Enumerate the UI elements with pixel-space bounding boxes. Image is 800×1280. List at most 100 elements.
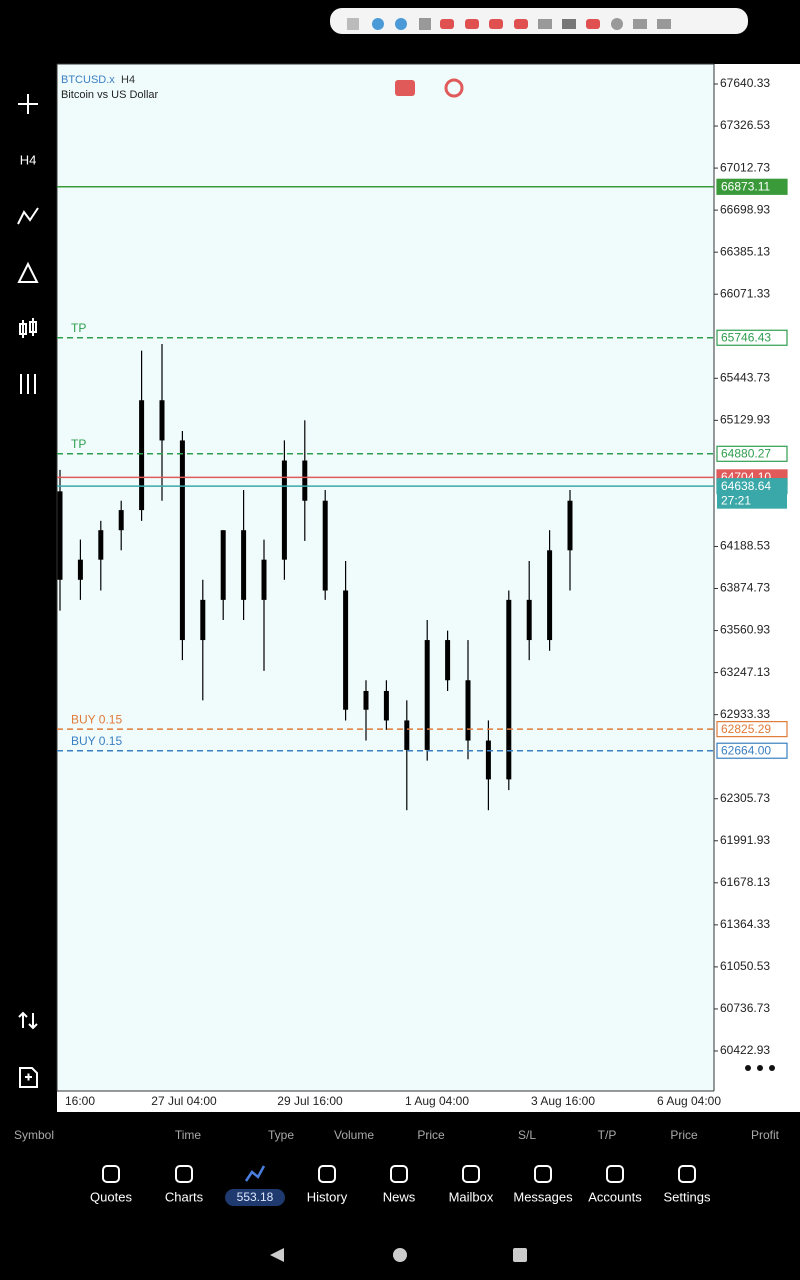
y-tick-label: 62305.73: [720, 791, 770, 805]
nav-icon: [244, 1165, 266, 1182]
candle-body: [485, 740, 491, 780]
column-header: Symbol: [14, 1128, 54, 1142]
nav-label: Quotes: [90, 1189, 132, 1204]
y-tick-label: 65129.93: [720, 413, 770, 427]
price-axis: [714, 64, 800, 1112]
level-name: TP: [71, 321, 86, 335]
nav-icon: [678, 1165, 696, 1183]
nav-badge-label: 553.18: [237, 1190, 274, 1204]
new-order-tool[interactable]: [19, 1067, 38, 1088]
description: Bitcoin vs US Dollar: [61, 89, 159, 101]
nav-icon: [102, 1165, 120, 1183]
y-tick-label: 64188.53: [720, 539, 770, 553]
settings-tool[interactable]: [20, 374, 36, 394]
one-click-icon[interactable]: [395, 80, 415, 96]
nav-item[interactable]: Settings: [664, 1165, 711, 1204]
indicator-tool[interactable]: [17, 207, 39, 225]
price-badge-label: 64638.64: [721, 479, 771, 493]
price-badge: [716, 178, 788, 195]
candle-body: [343, 590, 349, 710]
chart-type-tool[interactable]: [19, 318, 37, 338]
price-badge-label: 65746.43: [721, 330, 771, 344]
nav-item[interactable]: Messages: [513, 1165, 573, 1204]
nav-icon: [175, 1165, 193, 1183]
level-name: BUY 0.15: [71, 712, 122, 726]
chart-area[interactable]: [57, 64, 714, 1091]
system-nav: [270, 1248, 527, 1262]
candle-body: [424, 640, 430, 750]
y-tick-label: 67640.33: [720, 76, 770, 90]
nav-icon: [606, 1165, 624, 1183]
recents-button[interactable]: [513, 1248, 527, 1262]
y-tick-label: 67326.53: [720, 118, 770, 132]
candle-body: [77, 559, 83, 580]
x-tick-label: 6 Aug 04:00: [657, 1094, 721, 1108]
positions-header: [0, 1112, 800, 1150]
y-tick-label: 60736.73: [720, 1001, 770, 1015]
level-name: BUY 0.15: [71, 734, 122, 748]
nav-icon: [390, 1165, 408, 1183]
bottom-nav: Quotes Charts History News Mailbox Messages Ac…: [90, 1165, 711, 1206]
candle-body: [241, 530, 247, 600]
candle-body: [261, 559, 267, 600]
nav-label: Mailbox: [449, 1189, 494, 1204]
candle-body: [526, 599, 532, 641]
candle-body: [159, 400, 165, 441]
y-tick-label: 66385.13: [720, 244, 770, 258]
crosshair-tool[interactable]: [18, 94, 38, 114]
candle-body: [281, 460, 287, 560]
y-tick-label: 63560.93: [720, 623, 770, 637]
y-tick-label: 60422.93: [720, 1043, 770, 1057]
y-tick-label: 67012.73: [720, 160, 770, 174]
column-header: Volume: [334, 1128, 374, 1142]
nav-item-active[interactable]: 553.18: [225, 1165, 285, 1206]
left-toolbar: H4: [17, 94, 39, 1088]
nav-icon: [318, 1165, 336, 1183]
candle-body: [98, 530, 104, 560]
nav-item[interactable]: Charts: [165, 1165, 204, 1204]
nav-label: Messages: [513, 1189, 573, 1204]
y-tick-label: 63247.13: [720, 665, 770, 679]
candle-body: [302, 460, 308, 501]
y-tick-label: 62933.33: [720, 707, 770, 721]
column-header: Time: [175, 1128, 202, 1142]
trade-icon[interactable]: [444, 78, 464, 98]
nav-label: News: [383, 1189, 416, 1204]
timeframe-button[interactable]: H4: [20, 152, 37, 167]
x-tick-label: 27 Jul 04:00: [151, 1094, 217, 1108]
candle-body: [220, 530, 226, 600]
nav-item[interactable]: Quotes: [90, 1165, 132, 1204]
y-tick-label: 61364.33: [720, 917, 770, 931]
nav-item[interactable]: History: [307, 1165, 348, 1204]
price-badge: [716, 329, 788, 346]
symbol[interactable]: BTCUSD.x: [61, 74, 115, 86]
more-dots[interactable]: [745, 1065, 775, 1071]
nav-label: Settings: [664, 1189, 711, 1204]
nav-item[interactable]: Accounts: [588, 1165, 642, 1204]
price-badge: [716, 721, 788, 738]
notification-icons: [347, 18, 671, 30]
price-badge-label: 66873.11: [721, 179, 770, 193]
home-button[interactable]: [393, 1248, 407, 1262]
nav-item[interactable]: News: [383, 1165, 416, 1204]
x-tick-label: 16:00: [65, 1094, 95, 1108]
column-header: Price: [670, 1128, 698, 1142]
x-tick-label: 3 Aug 16:00: [531, 1094, 595, 1108]
y-tick-label: 61050.53: [720, 959, 770, 973]
y-tick-label: 66698.93: [720, 202, 770, 216]
price-badge: [716, 445, 788, 462]
nav-label: Accounts: [588, 1189, 642, 1204]
candle-body: [383, 690, 389, 721]
back-button[interactable]: [270, 1248, 284, 1262]
column-header: Price: [417, 1128, 445, 1142]
price-badge: [716, 742, 788, 759]
candle-body: [139, 400, 145, 511]
y-tick-label: 65443.73: [720, 370, 770, 384]
candle-body: [322, 500, 328, 591]
objects-tool[interactable]: [17, 261, 39, 283]
nav-item[interactable]: Mailbox: [449, 1165, 494, 1204]
trade-tool[interactable]: [18, 1011, 38, 1030]
candle-body: [445, 640, 451, 681]
column-header: S/L: [518, 1128, 536, 1142]
